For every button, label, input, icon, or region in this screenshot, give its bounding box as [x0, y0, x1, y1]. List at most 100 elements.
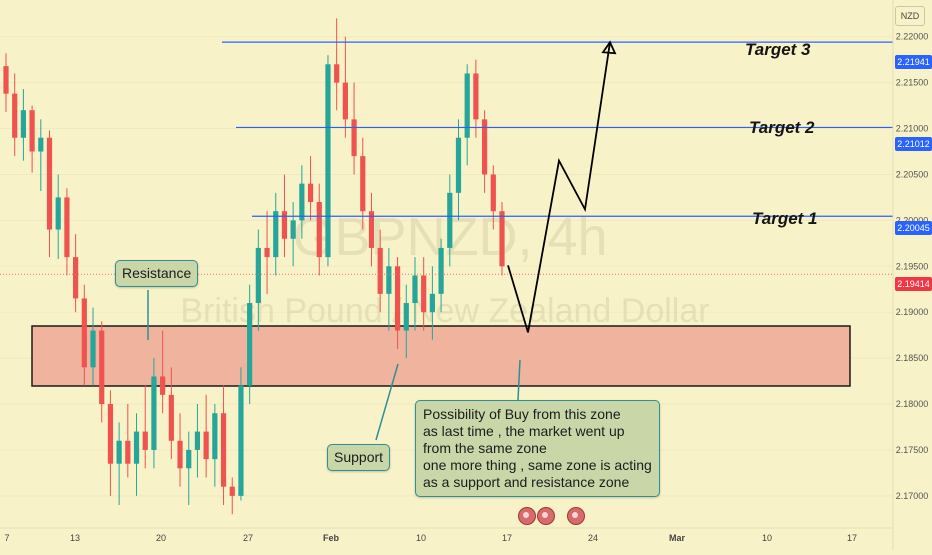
candle-body — [281, 211, 288, 239]
candle-body — [273, 211, 279, 258]
candle-body — [229, 486, 235, 496]
candle-body — [429, 293, 435, 313]
x-tick-label: 10 — [762, 533, 772, 543]
candle-body — [360, 156, 366, 212]
x-tick-label: 24 — [588, 533, 598, 543]
candle-body — [29, 110, 35, 152]
y-tick-label: 2.21000 — [896, 124, 929, 134]
candle-body — [421, 275, 427, 313]
candle-body — [73, 257, 79, 299]
candle-body — [386, 266, 392, 294]
note-line-1: Possibility of Buy from this zone — [423, 406, 621, 422]
candle-body — [90, 330, 96, 368]
economic-event-icon[interactable] — [567, 507, 585, 525]
y-tick-label: 2.20000 — [896, 215, 929, 225]
candle-body — [325, 64, 331, 258]
candle-body — [447, 192, 453, 248]
candle-body — [142, 431, 148, 450]
y-tick-label: 2.18500 — [896, 353, 929, 363]
candle-body — [299, 183, 305, 221]
x-tick-label: 10 — [416, 533, 426, 543]
candle-body — [377, 247, 383, 294]
candle-body — [368, 211, 375, 248]
currency-label[interactable]: NZD — [895, 6, 925, 26]
y-tick-label: 2.20500 — [896, 169, 929, 179]
x-tick-label: 17 — [502, 533, 512, 543]
candle-body — [81, 298, 87, 368]
candle-body — [438, 247, 444, 294]
note-line-4: one more thing , same zone is acting — [423, 457, 652, 473]
current-price-tag: 2.19414 — [895, 277, 932, 291]
candle-body — [177, 440, 183, 469]
candle-body — [290, 220, 296, 239]
candle-body — [64, 197, 70, 258]
candle-body — [499, 211, 505, 267]
candle-body — [186, 449, 192, 469]
candle-body — [238, 385, 244, 496]
x-tick-label: 7 — [4, 533, 9, 543]
candle-body — [316, 202, 322, 258]
support-pointer — [375, 363, 399, 441]
x-tick-label: 13 — [70, 533, 80, 543]
resistance-callout: Resistance — [115, 260, 199, 287]
candle-body — [220, 413, 227, 487]
note-pointer — [517, 359, 521, 401]
candle-body — [55, 197, 61, 230]
y-tick-label: 2.19500 — [896, 261, 929, 271]
economic-event-icon[interactable] — [537, 507, 555, 525]
candle-body — [125, 440, 131, 464]
candle-body — [342, 82, 348, 120]
candle-body — [490, 174, 496, 212]
x-tick-label: Feb — [323, 533, 340, 543]
x-tick-label: 20 — [156, 533, 166, 543]
candle-body — [133, 431, 140, 464]
candle-body — [212, 413, 218, 460]
target-2-price-tag: 2.21012 — [895, 137, 932, 151]
candle-body — [464, 73, 470, 138]
candle-body — [403, 303, 409, 331]
support-callout: Support — [327, 444, 391, 471]
candle-body — [168, 394, 174, 441]
y-tick-label: 2.17000 — [896, 491, 929, 501]
projection-path — [507, 42, 611, 333]
y-tick-label: 2.18000 — [896, 399, 929, 409]
candle-body — [160, 376, 166, 395]
candle-body — [412, 275, 418, 304]
candle-body — [203, 431, 209, 460]
candle-body — [334, 64, 340, 83]
economic-event-icon[interactable] — [518, 507, 536, 525]
note-line-5: as a support and resistance zone — [423, 474, 630, 490]
watermark-instrument-name: British Pound / New Zealand Dollar — [180, 292, 709, 330]
note-line-2: as last time , the market went up — [423, 423, 625, 439]
candle-body — [473, 73, 479, 120]
candle-body — [151, 376, 157, 450]
candle-body — [455, 137, 462, 193]
candle-body — [194, 431, 201, 450]
candle-body — [38, 137, 44, 152]
candle-body — [99, 330, 105, 405]
target-1-label: Target 1 — [752, 209, 818, 228]
target-1-price-tag: 2.20045 — [895, 221, 932, 235]
target-2-label: Target 2 — [749, 118, 815, 137]
y-tick-label: 2.19000 — [896, 307, 929, 317]
x-tick-label: 17 — [847, 533, 857, 543]
target-3-price-tag: 2.21941 — [895, 55, 932, 69]
target-3-label: Target 3 — [745, 40, 811, 59]
support-resistance-zone — [31, 325, 851, 387]
candle-body — [307, 183, 314, 203]
y-tick-label: 2.17500 — [896, 445, 929, 455]
y-tick-label: 2.22000 — [896, 32, 929, 42]
candle-body — [12, 93, 18, 138]
x-tick-label: Mar — [669, 533, 686, 543]
buy-zone-note: Possibility of Buy from this zone as las… — [415, 400, 660, 497]
candle-body — [264, 247, 270, 258]
candle-body — [255, 247, 261, 304]
candle-body — [3, 66, 9, 94]
candle-body — [351, 119, 357, 157]
candle-body — [247, 303, 253, 386]
candle-body — [107, 404, 114, 464]
candle-body — [481, 119, 488, 175]
candle-body — [46, 137, 53, 230]
